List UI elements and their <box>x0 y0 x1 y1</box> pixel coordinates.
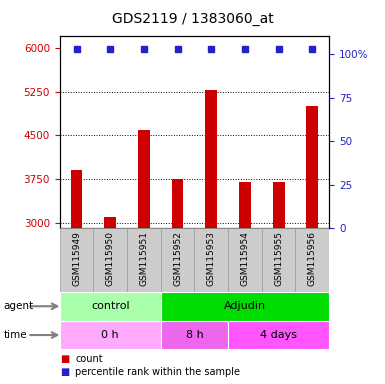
Text: GSM115951: GSM115951 <box>139 232 148 286</box>
Bar <box>194 228 228 292</box>
Text: time: time <box>4 330 27 340</box>
Text: GSM115953: GSM115953 <box>207 232 216 286</box>
Bar <box>172 179 184 228</box>
Bar <box>138 129 150 228</box>
Bar <box>161 321 228 349</box>
Text: ■: ■ <box>60 367 69 377</box>
Text: Adjudin: Adjudin <box>224 301 266 311</box>
Bar <box>228 228 262 292</box>
Bar <box>161 228 194 292</box>
Text: percentile rank within the sample: percentile rank within the sample <box>75 367 240 377</box>
Bar <box>205 90 217 228</box>
Bar <box>161 292 329 321</box>
Bar <box>127 228 161 292</box>
Text: GSM115956: GSM115956 <box>308 232 317 286</box>
Bar <box>228 321 329 349</box>
Text: control: control <box>91 301 129 311</box>
Text: 0 h: 0 h <box>101 330 119 340</box>
Bar <box>70 170 82 228</box>
Text: count: count <box>75 354 103 364</box>
Text: GSM115949: GSM115949 <box>72 232 81 286</box>
Text: GSM115955: GSM115955 <box>274 232 283 286</box>
Text: ■: ■ <box>60 354 69 364</box>
Bar <box>104 217 116 228</box>
Bar <box>60 321 161 349</box>
Text: GSM115952: GSM115952 <box>173 232 182 286</box>
Bar <box>296 228 329 292</box>
Text: GDS2119 / 1383060_at: GDS2119 / 1383060_at <box>112 12 273 25</box>
Bar <box>239 182 251 228</box>
Bar <box>60 228 93 292</box>
Bar <box>93 228 127 292</box>
Bar <box>60 292 161 321</box>
Bar <box>262 228 296 292</box>
Bar <box>306 106 318 228</box>
Text: 8 h: 8 h <box>186 330 203 340</box>
Text: GSM115950: GSM115950 <box>106 232 115 286</box>
Text: GSM115954: GSM115954 <box>241 232 249 286</box>
Text: 4 days: 4 days <box>260 330 297 340</box>
Bar <box>273 182 285 228</box>
Text: agent: agent <box>4 301 34 311</box>
